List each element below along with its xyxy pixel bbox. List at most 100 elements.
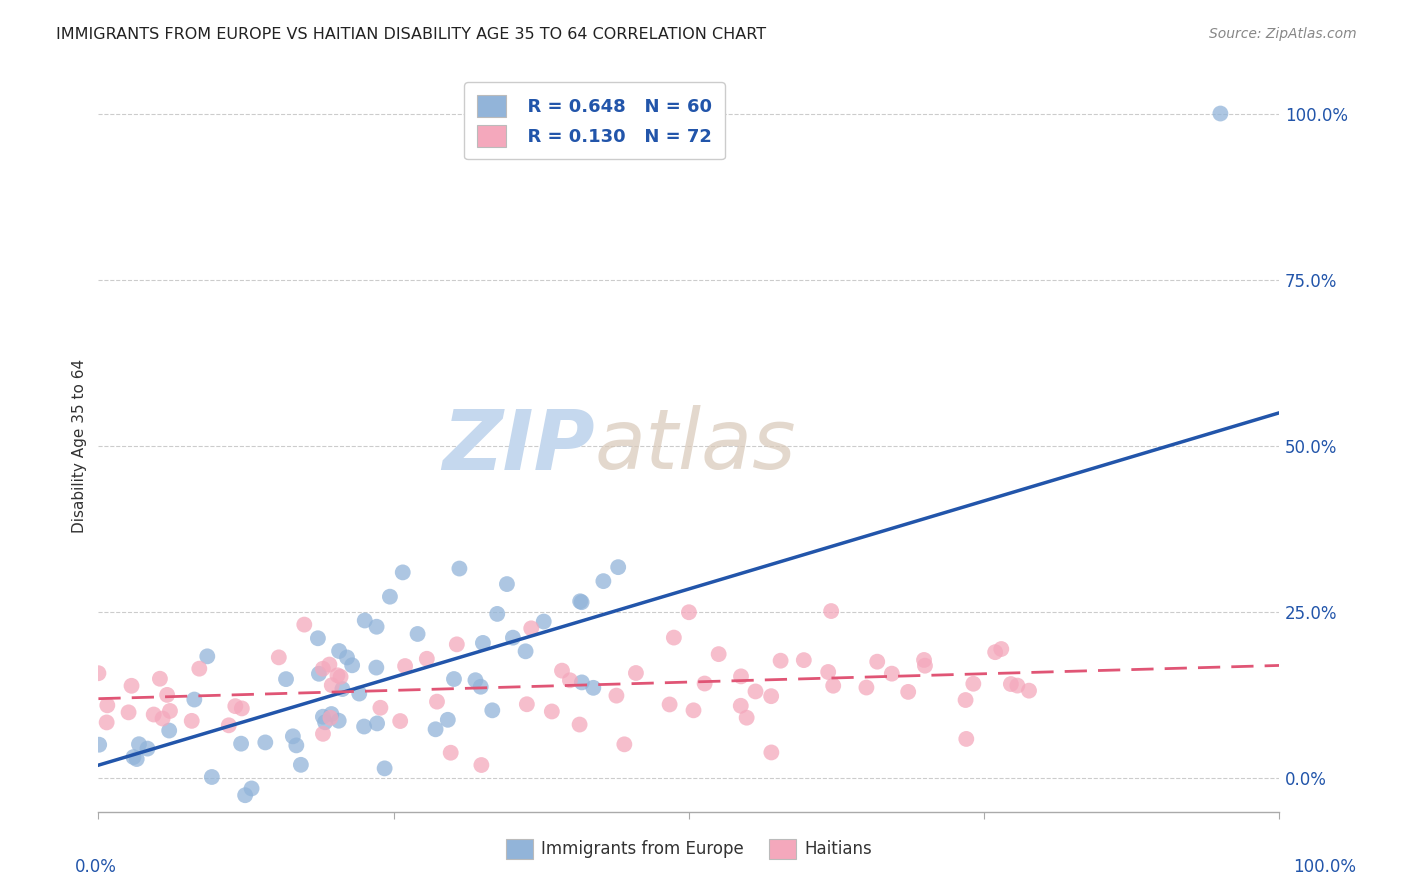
Point: [678, 605, 700, 619]
Point: [326, 668, 349, 682]
Point: [496, 577, 519, 591]
Point: [125, 752, 148, 766]
Point: [486, 607, 509, 621]
Point: [624, 665, 647, 680]
Point: [955, 693, 977, 707]
Point: [502, 631, 524, 645]
Point: [267, 650, 290, 665]
Point: [152, 712, 174, 726]
Point: [336, 650, 359, 665]
Point: [820, 604, 842, 618]
Point: [416, 652, 439, 666]
Point: [328, 714, 350, 728]
Point: [426, 695, 449, 709]
Point: [436, 713, 458, 727]
Point: [1007, 679, 1029, 693]
Point: [285, 739, 308, 753]
Point: [707, 647, 730, 661]
Point: [515, 644, 537, 658]
Point: [394, 659, 416, 673]
Point: [568, 717, 591, 731]
Point: [159, 704, 181, 718]
Point: [912, 653, 935, 667]
Point: [318, 657, 340, 672]
Point: [209, 865, 232, 880]
Point: [592, 574, 614, 588]
Point: [321, 706, 343, 721]
Point: [233, 789, 256, 803]
Point: [470, 758, 492, 772]
Point: [218, 718, 240, 732]
Point: [613, 737, 636, 751]
Point: [823, 679, 845, 693]
Point: [284, 827, 307, 841]
Point: [195, 649, 218, 664]
Point: [759, 689, 782, 703]
Point: [425, 723, 447, 737]
Point: [319, 711, 342, 725]
Point: [571, 595, 593, 609]
Point: [183, 692, 205, 706]
Point: [366, 716, 388, 731]
Point: [443, 672, 465, 686]
Point: [340, 658, 363, 673]
Point: [149, 672, 172, 686]
Text: 100.0%: 100.0%: [1294, 858, 1355, 876]
Point: [332, 681, 354, 696]
Point: [157, 723, 180, 738]
Point: [817, 665, 839, 679]
Point: [855, 681, 877, 695]
Point: [540, 705, 562, 719]
Point: [471, 636, 494, 650]
Point: [607, 560, 630, 574]
Point: [984, 645, 1007, 659]
Point: [990, 642, 1012, 657]
Point: [761, 746, 783, 760]
Point: [231, 701, 253, 715]
Legend: Immigrants from Europe, Haitians: Immigrants from Europe, Haitians: [499, 832, 879, 865]
Point: [446, 637, 468, 651]
Point: [1018, 683, 1040, 698]
Point: [558, 673, 581, 688]
Point: [378, 590, 401, 604]
Point: [281, 729, 304, 743]
Point: [370, 700, 392, 714]
Point: [516, 698, 538, 712]
Point: [96, 698, 118, 713]
Point: [769, 654, 792, 668]
Point: [520, 621, 543, 635]
Point: [353, 614, 375, 628]
Point: [307, 632, 329, 646]
Point: [312, 662, 335, 676]
Point: [142, 707, 165, 722]
Point: [569, 594, 592, 608]
Point: [117, 706, 139, 720]
Y-axis label: Disability Age 35 to 64: Disability Age 35 to 64: [72, 359, 87, 533]
Point: [156, 688, 179, 702]
Point: [914, 658, 936, 673]
Point: [224, 699, 246, 714]
Text: 0.0%: 0.0%: [75, 858, 117, 876]
Point: [366, 660, 388, 674]
Point: [312, 727, 335, 741]
Point: [328, 644, 350, 658]
Point: [1000, 677, 1022, 691]
Point: [389, 714, 412, 728]
Point: [897, 685, 920, 699]
Point: [470, 680, 492, 694]
Point: [374, 761, 396, 775]
Point: [962, 677, 984, 691]
Point: [308, 666, 330, 681]
Point: [89, 738, 111, 752]
Point: [730, 669, 752, 683]
Point: [693, 676, 716, 690]
Point: [122, 750, 145, 764]
Point: [128, 737, 150, 751]
Point: [366, 620, 388, 634]
Point: [744, 684, 766, 698]
Point: [100, 870, 122, 884]
Text: IMMIGRANTS FROM EUROPE VS HAITIAN DISABILITY AGE 35 TO 64 CORRELATION CHART: IMMIGRANTS FROM EUROPE VS HAITIAN DISABI…: [56, 27, 766, 42]
Point: [180, 714, 202, 728]
Point: [866, 655, 889, 669]
Point: [880, 666, 903, 681]
